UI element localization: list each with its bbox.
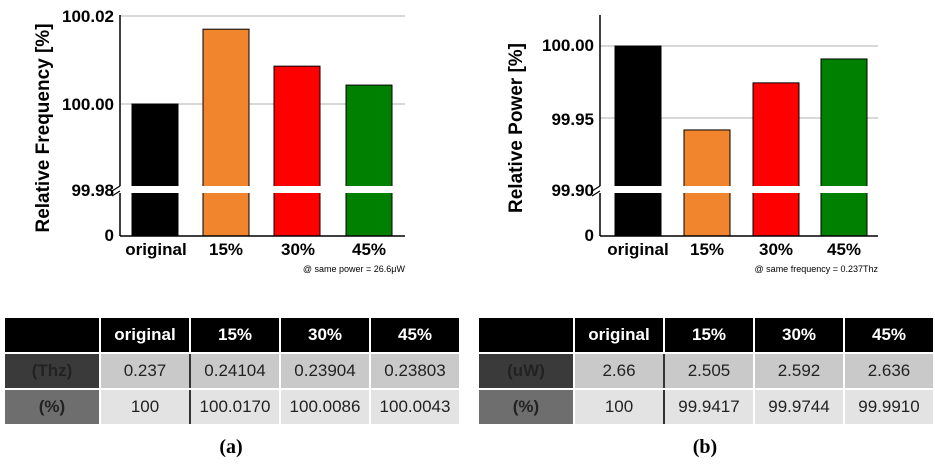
caption-a: (a) xyxy=(219,436,243,458)
table-cell: 2.505 xyxy=(663,352,755,390)
table-cell: 0.23803 xyxy=(369,352,461,390)
row-label: (Thz) xyxy=(3,352,101,390)
bar-30pct xyxy=(752,82,800,237)
header-cell: 45% xyxy=(369,316,461,354)
table-b: original 15% 30% 45% (uW) 2.66 2.505 2.5… xyxy=(477,316,935,426)
table-a-header-row: original 15% 30% 45% xyxy=(3,316,461,354)
header-cell: 15% xyxy=(189,316,281,354)
header-cell: original xyxy=(573,316,665,354)
table-cell: 99.9744 xyxy=(753,388,845,426)
table-a: original 15% 30% 45% (Thz) 0.237 0.24104… xyxy=(3,316,461,426)
bar-45pct xyxy=(345,84,393,237)
table-cell: 2.592 xyxy=(753,352,845,390)
chart-b-ytick: 99.90 xyxy=(551,181,594,200)
table-cell: 100.0043 xyxy=(369,388,461,426)
bar-45pct xyxy=(820,58,868,237)
table-cell: 99.9910 xyxy=(843,388,935,426)
table-row: (Thz) 0.237 0.24104 0.23904 0.23803 xyxy=(3,352,461,390)
chart-b-ytick: 100.00 xyxy=(542,36,594,55)
row-label: (%) xyxy=(477,388,575,426)
table-cell: 100.0170 xyxy=(189,388,281,426)
chart-a: 100.02 100.00 99.98 0 original 15% 30% 4… xyxy=(33,7,409,274)
charts-canvas: 100.02 100.00 99.98 0 original 15% 30% 4… xyxy=(33,7,882,274)
chart-b-bars xyxy=(614,45,868,237)
chart-b-ylabel: Relative Power [%] xyxy=(506,43,527,213)
header-cell: 45% xyxy=(843,316,935,354)
bar-15pct xyxy=(683,129,731,237)
chart-a-ytick: 0 xyxy=(105,226,114,245)
table-cell: 100.0086 xyxy=(279,388,371,426)
table-cell: 99.9417 xyxy=(663,388,755,426)
chart-b-axis-break xyxy=(584,185,882,197)
chart-b-ytick: 99.95 xyxy=(551,110,594,129)
chart-a-bars xyxy=(131,28,393,237)
table-row: (%) 100 99.9417 99.9744 99.9910 xyxy=(477,388,935,426)
chart-a-xtick: original xyxy=(125,240,186,259)
chart-b-xtick: 15% xyxy=(690,240,724,259)
header-cell: original xyxy=(99,316,191,354)
table-cell: 100 xyxy=(573,388,665,426)
chart-b-xtick: original xyxy=(607,240,668,259)
chart-a-xtick: 15% xyxy=(209,240,243,259)
chart-a-xtick: 30% xyxy=(281,240,315,259)
header-cell: 30% xyxy=(753,316,845,354)
chart-a-axes xyxy=(119,15,405,237)
chart-a-ytick: 100.02 xyxy=(62,7,114,26)
table-cell: 2.636 xyxy=(843,352,935,390)
chart-a-ytick: 100.00 xyxy=(62,95,114,114)
row-label: (uW) xyxy=(477,352,575,390)
table-b-header-row: original 15% 30% 45% xyxy=(477,316,935,354)
table-cell: 0.237 xyxy=(99,352,191,390)
table-cell: 100 xyxy=(99,388,191,426)
bar-original xyxy=(131,103,179,237)
chart-a-ytick: 99.98 xyxy=(71,181,114,200)
chart-a-annotation: @ same power = 26.6μW xyxy=(303,264,406,274)
table-cell: 0.24104 xyxy=(189,352,281,390)
header-cell: 15% xyxy=(663,316,755,354)
chart-b-xtick: 30% xyxy=(759,240,793,259)
table-row: (uW) 2.66 2.505 2.592 2.636 xyxy=(477,352,935,390)
bar-15pct xyxy=(202,28,250,237)
chart-b-annotation: @ same frequency = 0.237Thz xyxy=(755,264,879,274)
chart-a-xtick: 45% xyxy=(352,240,386,259)
row-label: (%) xyxy=(3,388,101,426)
bar-original xyxy=(614,45,662,237)
header-cell: 30% xyxy=(279,316,371,354)
chart-b-ytick: 0 xyxy=(585,226,594,245)
chart-b-axes xyxy=(599,15,878,237)
header-cell xyxy=(477,316,575,354)
chart-a-axis-break xyxy=(104,185,409,197)
chart-b: 100.00 99.95 99.90 0 original 15% 30% 45… xyxy=(506,15,882,274)
chart-b-xtick: 45% xyxy=(827,240,861,259)
table-row: (%) 100 100.0170 100.0086 100.0043 xyxy=(3,388,461,426)
header-cell xyxy=(3,316,101,354)
chart-a-ylabel: Relative Frequency [%] xyxy=(33,23,54,232)
table-cell: 2.66 xyxy=(573,352,665,390)
bar-30pct xyxy=(273,65,321,237)
caption-b: (b) xyxy=(692,436,718,458)
table-cell: 0.23904 xyxy=(279,352,371,390)
